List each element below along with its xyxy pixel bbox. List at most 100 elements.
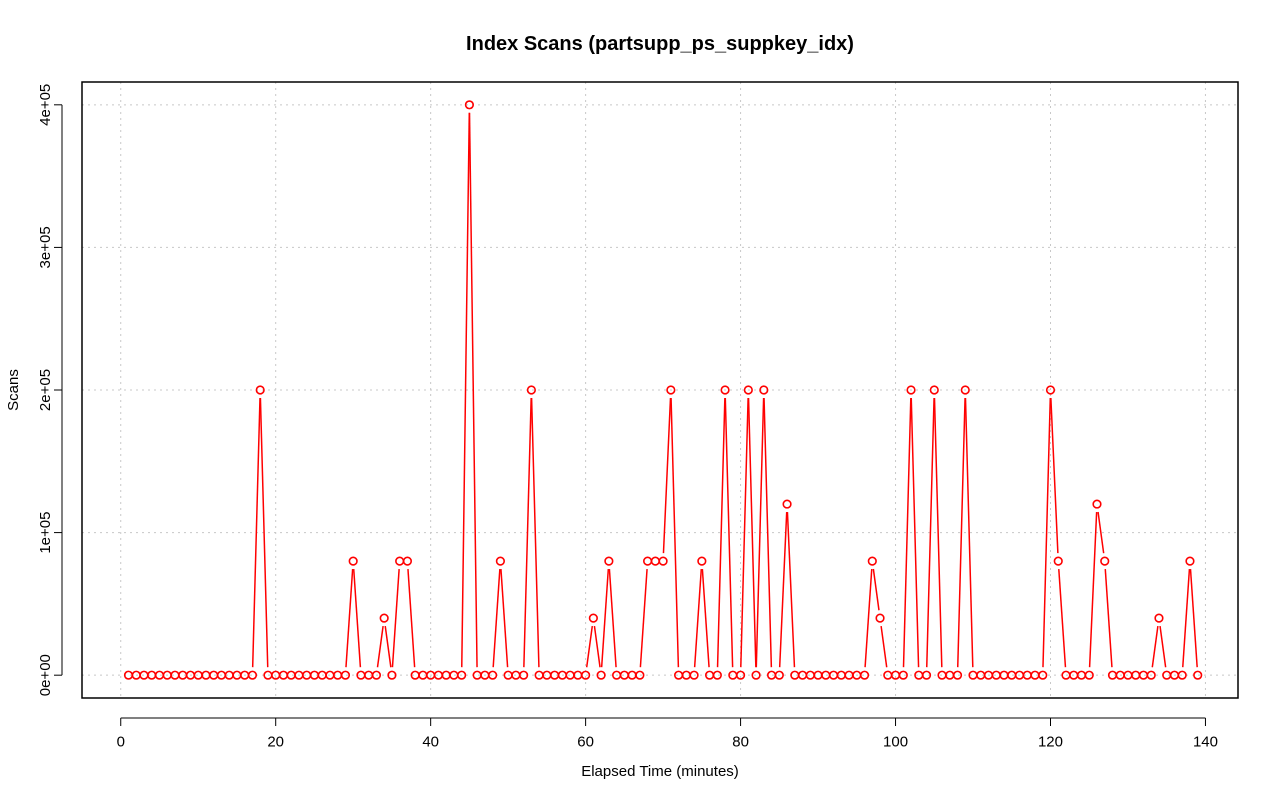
data-point <box>1146 670 1156 680</box>
series-line-segment <box>880 625 888 668</box>
data-point <box>650 556 660 566</box>
series-line-segment <box>407 569 416 668</box>
y-axis-label: Scans <box>5 369 22 411</box>
series-line-segment <box>639 569 648 668</box>
data-point <box>666 385 676 395</box>
series-line-segment <box>755 397 765 668</box>
series-line-segment <box>778 512 788 668</box>
series-line-segment <box>747 397 757 668</box>
y-axis: 0e+00 1e+05 2e+05 3e+05 4e+05 <box>37 84 63 696</box>
series-line-segment <box>1159 625 1167 668</box>
y-tick-label: 4e+05 <box>37 84 54 126</box>
series-line-segment <box>740 397 749 668</box>
data-point <box>193 670 203 680</box>
x-tick-label: 20 <box>267 733 284 750</box>
data-point <box>906 385 916 395</box>
data-point <box>635 670 645 680</box>
series-line-segment <box>352 569 362 668</box>
data-point <box>596 670 606 680</box>
data-point <box>821 670 831 680</box>
data-point <box>766 670 777 680</box>
series-line-segment <box>956 397 966 668</box>
x-tick-label: 100 <box>883 733 908 750</box>
data-point <box>464 100 474 110</box>
series-line-segment <box>1050 397 1059 554</box>
series-line-segment <box>910 397 920 668</box>
data-point <box>673 670 684 680</box>
series-line-segment <box>925 397 935 668</box>
series-line-segment <box>693 569 703 668</box>
data-point <box>1177 670 1187 680</box>
series-line-segment <box>1151 625 1159 668</box>
data-point <box>449 670 459 680</box>
series-line-segment <box>585 625 594 668</box>
series-line-segment <box>864 569 873 668</box>
grid <box>82 82 1238 698</box>
x-tick-label: 60 <box>577 733 594 750</box>
series-line-segment <box>461 112 471 668</box>
y-tick-label: 2e+05 <box>37 369 54 411</box>
data-point <box>759 385 769 395</box>
series-group <box>123 100 1203 680</box>
series-line-segment <box>500 569 509 668</box>
series-line-segment <box>1042 397 1052 668</box>
data-point <box>921 670 932 680</box>
series-line-segment <box>1189 569 1198 668</box>
data-point <box>1084 670 1094 680</box>
data-point <box>689 670 699 680</box>
data-point <box>898 670 908 680</box>
chart-title: Index Scans (partsupp_ps_suppkey_idx) <box>466 33 854 55</box>
series-line-segment <box>530 397 540 668</box>
series-line-segment <box>670 397 680 668</box>
data-point <box>720 385 730 395</box>
y-tick-label: 0e+00 <box>37 654 54 696</box>
series-line-segment <box>259 397 269 668</box>
series-line-segment <box>391 569 400 668</box>
data-point <box>805 670 815 680</box>
series-line-segment <box>384 625 392 668</box>
series-line-segment <box>763 397 773 668</box>
data-point <box>402 556 413 566</box>
y-tick-label: 1e+05 <box>37 512 54 554</box>
series-line-segment <box>662 397 672 554</box>
series-line-segment <box>1097 511 1105 554</box>
series-line-segment <box>608 569 617 668</box>
data-point <box>751 670 761 680</box>
data-point <box>774 670 784 680</box>
series-line-segment <box>468 112 478 668</box>
x-tick-label: 140 <box>1193 733 1218 750</box>
data-point <box>565 670 575 680</box>
data-point <box>588 613 598 623</box>
data-point <box>937 670 947 680</box>
data-point <box>1045 385 1056 395</box>
data-point <box>379 613 389 623</box>
x-axis: 0 20 40 60 80 100 120 140 <box>117 717 1218 750</box>
data-point <box>1038 670 1048 680</box>
series-line-segment <box>933 397 943 668</box>
data-point <box>1007 670 1017 680</box>
data-point <box>782 499 792 509</box>
x-tick-label: 0 <box>117 733 125 750</box>
series-line-segment <box>716 397 726 668</box>
series-line-segment <box>1182 569 1191 668</box>
data-point <box>991 670 1001 680</box>
data-point <box>247 670 258 680</box>
data-point <box>735 670 746 680</box>
data-point <box>1193 670 1203 680</box>
data-point <box>859 670 870 680</box>
data-point <box>1185 556 1195 566</box>
data-point <box>867 556 877 566</box>
data-point <box>875 613 885 623</box>
data-point <box>604 556 614 566</box>
y-tick-label: 3e+05 <box>37 226 54 268</box>
series-line-segment <box>786 512 796 668</box>
data-point <box>929 385 939 395</box>
series-line-segment <box>872 568 880 611</box>
series-line-segment <box>1104 569 1113 668</box>
series-line-segment <box>701 569 710 668</box>
series-line-segment <box>251 397 261 668</box>
data-point <box>433 670 444 680</box>
data-point <box>1053 556 1063 566</box>
data-point <box>1154 613 1164 623</box>
data-point <box>960 385 970 395</box>
